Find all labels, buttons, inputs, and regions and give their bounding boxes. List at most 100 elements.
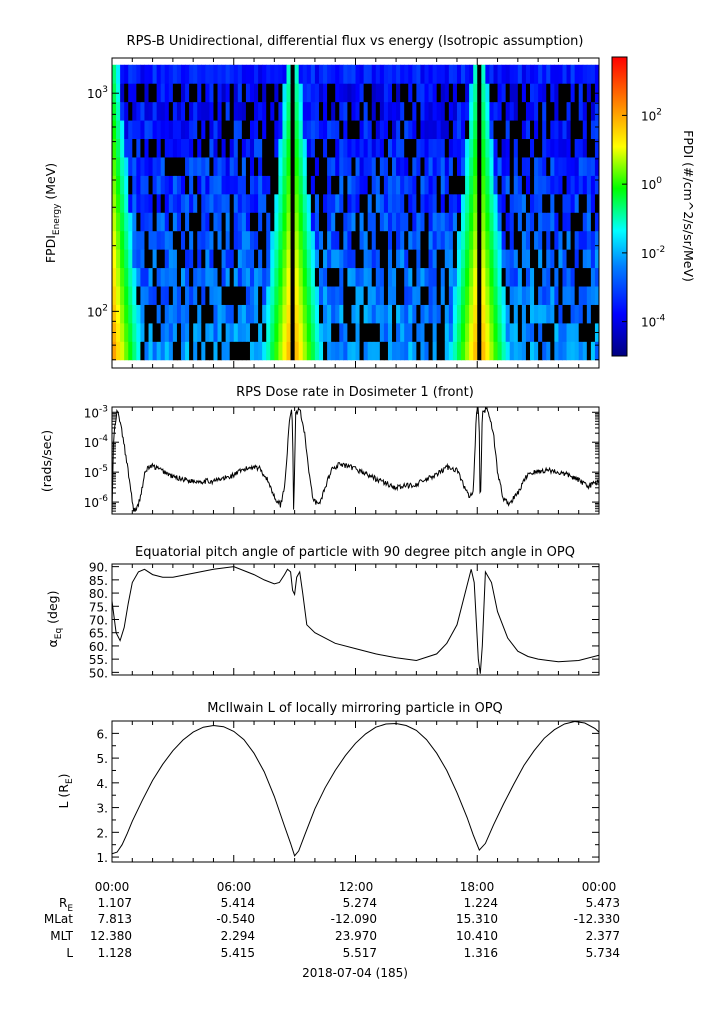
spectrogram-cell — [339, 156, 344, 176]
spectrogram-cell — [205, 193, 210, 213]
spectrogram-cell — [566, 230, 572, 250]
spectrogram-cell — [205, 249, 210, 269]
spectrogram-cell — [440, 230, 446, 250]
spectrogram-cell — [546, 230, 551, 250]
spectrogram-cell — [193, 83, 198, 103]
spectrogram-cell — [274, 193, 279, 213]
spectrogram-cell — [262, 341, 267, 361]
spectrogram-cell — [444, 138, 450, 158]
spectrogram-cell — [164, 120, 170, 140]
spectrogram-cell — [343, 304, 348, 324]
spectrogram-cell — [400, 138, 405, 158]
spectrogram-cell — [254, 120, 259, 140]
spectrogram-cell — [473, 286, 478, 305]
spectrogram-cell — [444, 230, 450, 250]
spectrogram-cell — [318, 64, 324, 84]
spectrogram-cell — [144, 101, 150, 121]
spectrogram-cell — [274, 64, 279, 84]
spectrogram-cell — [172, 322, 178, 342]
spectrogram-cell — [298, 193, 304, 213]
spectrogram-cell — [176, 230, 182, 250]
spectrogram-cell — [148, 230, 154, 250]
spectrogram-cell — [176, 322, 182, 342]
spectrogram-cell — [112, 341, 117, 361]
spectrogram-cell — [339, 83, 344, 103]
spectrogram-cell — [266, 322, 271, 342]
spectrogram-cell — [473, 249, 478, 269]
spectrogram-cell — [371, 175, 377, 195]
spectrogram-cell — [254, 249, 259, 269]
spectrogram-cell — [286, 267, 292, 287]
spectrogram-cell — [318, 101, 324, 121]
spectrogram-cell — [448, 212, 454, 232]
spectrogram-cell — [351, 101, 356, 121]
spectrogram-cell — [225, 193, 231, 213]
spectrogram-cell — [428, 138, 434, 158]
spectrogram-cell — [424, 83, 430, 103]
spectrogram-cell — [456, 64, 462, 84]
spectrogram-cell — [233, 230, 239, 250]
spectrogram-cell — [461, 156, 466, 176]
spectrogram-cell — [168, 64, 174, 84]
spectrogram-cell — [408, 230, 413, 250]
spectrogram-cell — [323, 267, 328, 287]
spectrogram-cell — [258, 156, 263, 176]
spectrogram-cell — [201, 64, 206, 84]
spectrogram-cell — [290, 230, 296, 250]
spectrogram-cell — [197, 156, 202, 176]
spectrogram-cell — [124, 120, 129, 140]
spectrogram-cell — [444, 304, 450, 324]
spectrogram-cell — [160, 212, 166, 232]
spectrogram-cell — [294, 267, 300, 287]
spectrogram-cell — [278, 175, 283, 195]
spectrogram-cell — [428, 212, 434, 232]
spectrogram-cell — [233, 64, 239, 84]
spectrogram-cell — [436, 120, 442, 140]
spectrogram-cell — [359, 120, 365, 140]
spectrogram-cell — [432, 286, 438, 305]
spectrogram-cell — [505, 156, 511, 176]
spectrogram-cell — [436, 175, 442, 195]
spectrogram-cell — [213, 212, 219, 232]
spectrogram-cell — [306, 267, 312, 287]
spectrogram-cell — [420, 83, 425, 103]
spectrogram-cell — [473, 304, 478, 324]
spectrogram-cell — [554, 322, 559, 342]
spectrogram-cell — [404, 175, 409, 195]
spectrogram-cell — [290, 322, 296, 342]
spectrogram-cell — [323, 83, 328, 103]
ephemeris-value: 5.274 — [343, 896, 377, 910]
spectrogram-cell — [428, 341, 434, 361]
spectrogram-cell — [420, 341, 425, 361]
spectrogram-cell — [534, 193, 539, 213]
spectrogram-cell — [546, 156, 551, 176]
spectrogram-cell — [530, 64, 535, 84]
spectrogram-cell — [578, 267, 584, 287]
spectrogram-cell — [456, 175, 462, 195]
spectrogram-cell — [481, 322, 486, 342]
spectrogram-cell — [172, 193, 178, 213]
spectrogram-cell — [396, 64, 401, 84]
x-tick-label: 12:00 — [339, 880, 374, 894]
spectrogram-cell — [436, 212, 442, 232]
spectrogram-cell — [505, 193, 511, 213]
spectrogram-cell — [302, 64, 308, 84]
spectrogram-cell — [562, 304, 568, 324]
mcilwain-l-trace — [112, 721, 599, 857]
ephemeris-value: 5.734 — [586, 946, 620, 960]
spectrogram-cell — [485, 304, 490, 324]
spectrogram-cell — [538, 138, 543, 158]
spectrogram-cell — [428, 286, 434, 305]
spectrogram-cell — [586, 156, 592, 176]
spectrogram-cell — [254, 138, 259, 158]
spectrogram-cell — [420, 286, 425, 305]
spectrogram-cell — [558, 83, 563, 103]
spectrogram-cell — [461, 120, 466, 140]
spectrogram-cell — [497, 175, 503, 195]
spectrogram-cell — [241, 101, 247, 121]
spectrogram-cell — [258, 304, 263, 324]
spectrogram-cell — [347, 341, 352, 361]
spectrogram-cell — [249, 212, 255, 232]
spectrogram-cell — [302, 322, 308, 342]
spectrogram-cell — [534, 156, 539, 176]
